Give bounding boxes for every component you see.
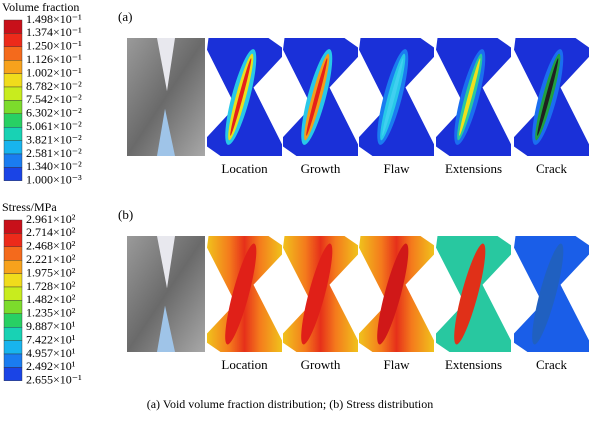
band	[532, 243, 564, 345]
band	[459, 58, 481, 136]
colorbar-segment	[3, 46, 23, 61]
colorbar-label: 2.468×10²	[26, 239, 76, 253]
panel-label: (b)	[118, 207, 133, 222]
colorbar-segment	[3, 233, 23, 247]
photo-notch	[157, 305, 175, 352]
photo-notch	[157, 236, 175, 289]
band	[382, 58, 404, 136]
colorbar-segment	[3, 33, 23, 48]
colorbar-segment	[3, 340, 23, 355]
colorbar-label: 1.498×10⁻¹	[26, 12, 82, 26]
colorbar-title: Stress/MPa	[2, 200, 57, 214]
panel-label: (a)	[118, 9, 132, 24]
colorbar-segment	[3, 60, 23, 74]
image-caption: Location	[221, 357, 268, 372]
simulation	[283, 38, 358, 156]
figure-caption: (a) Void volume fraction distribution; (…	[147, 397, 434, 411]
colorbar-label: 6.302×10⁻²	[26, 106, 82, 120]
simulation	[207, 38, 282, 156]
image-caption: Extensions	[445, 161, 502, 176]
image-caption: Growth	[301, 357, 341, 372]
simulation	[359, 38, 434, 156]
colorbar-segment	[3, 313, 23, 328]
colorbar-label: 2.492×10¹	[26, 359, 76, 373]
colorbar-segment	[3, 260, 23, 274]
colorbar-label: 2.581×10⁻²	[26, 146, 82, 160]
photo-notch	[157, 38, 175, 92]
colorbar-segment	[3, 19, 23, 34]
colorbar-label: 7.542×10⁻²	[26, 92, 82, 106]
colorbar-label: 4.957×10¹	[26, 346, 76, 360]
image-caption: Flaw	[384, 161, 411, 176]
simulation	[436, 38, 511, 156]
colorbar-label: 1.126×10⁻¹	[26, 52, 82, 66]
colorbar-segment	[3, 353, 23, 368]
colorbar-label: 1.482×10²	[26, 292, 76, 306]
simulation	[514, 236, 589, 352]
band	[454, 243, 486, 345]
simulation	[514, 38, 589, 156]
colorbar-label: 3.821×10⁻²	[26, 132, 82, 146]
colorbar-label: 2.714×10²	[26, 225, 76, 239]
colorbar-segment	[3, 140, 23, 155]
colorbar-label: 1.000×10⁻³	[26, 173, 82, 187]
simulation	[436, 236, 511, 352]
colorbar-title: Volume fraction	[2, 0, 79, 14]
colorbar-segment	[3, 86, 23, 101]
colorbar-label: 2.961×10²	[26, 212, 76, 226]
photo-notch	[157, 108, 175, 156]
colorbar-label: 1.235×10²	[26, 306, 76, 320]
colorbar-segment	[3, 300, 23, 314]
colorbar-label: 7.422×10¹	[26, 332, 76, 346]
colorbar-segment	[3, 167, 23, 181]
colorbar-segment	[3, 367, 23, 381]
band	[301, 243, 333, 345]
image-caption: Growth	[301, 161, 341, 176]
simulation	[283, 236, 358, 352]
band	[377, 243, 409, 345]
colorbar-label: 2.655×10⁻¹	[26, 373, 82, 387]
colorbar-label: 1.374×10⁻¹	[26, 25, 82, 39]
image-caption: Extensions	[445, 357, 502, 372]
colorbar-label: 1.975×10²	[26, 265, 76, 279]
colorbar-label: 1.340×10⁻²	[26, 159, 82, 173]
image-caption: Crack	[536, 357, 568, 372]
band	[306, 58, 328, 136]
simulation	[359, 236, 434, 352]
colorbar-segment	[3, 286, 23, 301]
image-caption: Flaw	[384, 357, 411, 372]
simulation	[207, 236, 282, 352]
colorbar-label: 9.887×10¹	[26, 319, 76, 333]
colorbar-label: 8.782×10⁻²	[26, 79, 82, 93]
colorbar-segment	[3, 327, 23, 341]
colorbar-segment	[3, 153, 23, 168]
band	[225, 243, 257, 345]
colorbar-segment	[3, 246, 23, 261]
colorbar-label: 5.061×10⁻²	[26, 119, 82, 133]
band	[230, 58, 252, 136]
colorbar-label: 1.002×10⁻¹	[26, 65, 82, 79]
colorbar-segment	[3, 219, 23, 234]
colorbar-label: 2.221×10²	[26, 252, 76, 266]
image-caption: Crack	[536, 161, 568, 176]
colorbar-label: 1.250×10⁻¹	[26, 39, 82, 53]
colorbar-segment	[3, 273, 23, 288]
colorbar-segment	[3, 113, 23, 128]
colorbar-segment	[3, 126, 23, 141]
colorbar-segment	[3, 100, 23, 115]
image-caption: Location	[221, 161, 268, 176]
colorbar-label: 1.728×10²	[26, 279, 76, 293]
colorbar-segment	[3, 73, 23, 88]
band	[537, 58, 559, 136]
